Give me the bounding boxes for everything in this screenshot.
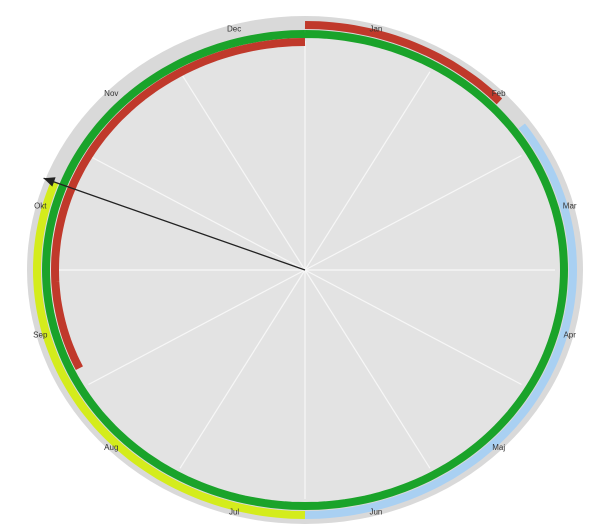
spoke-mar <box>304 154 522 271</box>
spoke-sep <box>88 269 306 386</box>
spoke-nov <box>88 154 306 271</box>
month-label-dec: Dec <box>227 25 241 34</box>
pointer-arrowhead <box>43 177 56 187</box>
month-spokes <box>55 41 555 499</box>
band-green-ring <box>41 30 569 511</box>
activity-bands <box>32 21 578 519</box>
spoke-maj <box>304 269 522 386</box>
month-label-jun: Jun <box>369 508 382 517</box>
month-label-jul: Jul <box>229 508 239 517</box>
month-label-apr: Apr <box>563 331 576 340</box>
month-label-jan: Jan <box>369 25 382 34</box>
month-label-aug: Aug <box>104 443 118 452</box>
spoke-jun <box>304 269 431 469</box>
month-label-nov: Nov <box>104 89 118 98</box>
pointer-arrow <box>43 177 306 271</box>
spoke-dec <box>179 71 306 271</box>
month-label-mar: Mar <box>563 201 577 210</box>
band-red-inner <box>50 38 306 371</box>
month-label-sep: Sep <box>33 331 48 340</box>
month-labels: Jan Feb Mar Apr Maj Jun Jul Aug Sep Okt Nov Dec <box>33 25 577 517</box>
band-light-blue-outer <box>304 123 578 519</box>
spoke-feb <box>304 71 431 271</box>
pointer-line <box>43 177 306 271</box>
band-yellow-outer <box>32 180 306 519</box>
spoke-aug <box>179 269 306 469</box>
month-label-feb: Feb <box>492 89 506 98</box>
band-red-outer <box>304 21 503 105</box>
month-label-okt: Okt <box>34 201 47 210</box>
month-label-maj: Maj <box>492 443 505 452</box>
